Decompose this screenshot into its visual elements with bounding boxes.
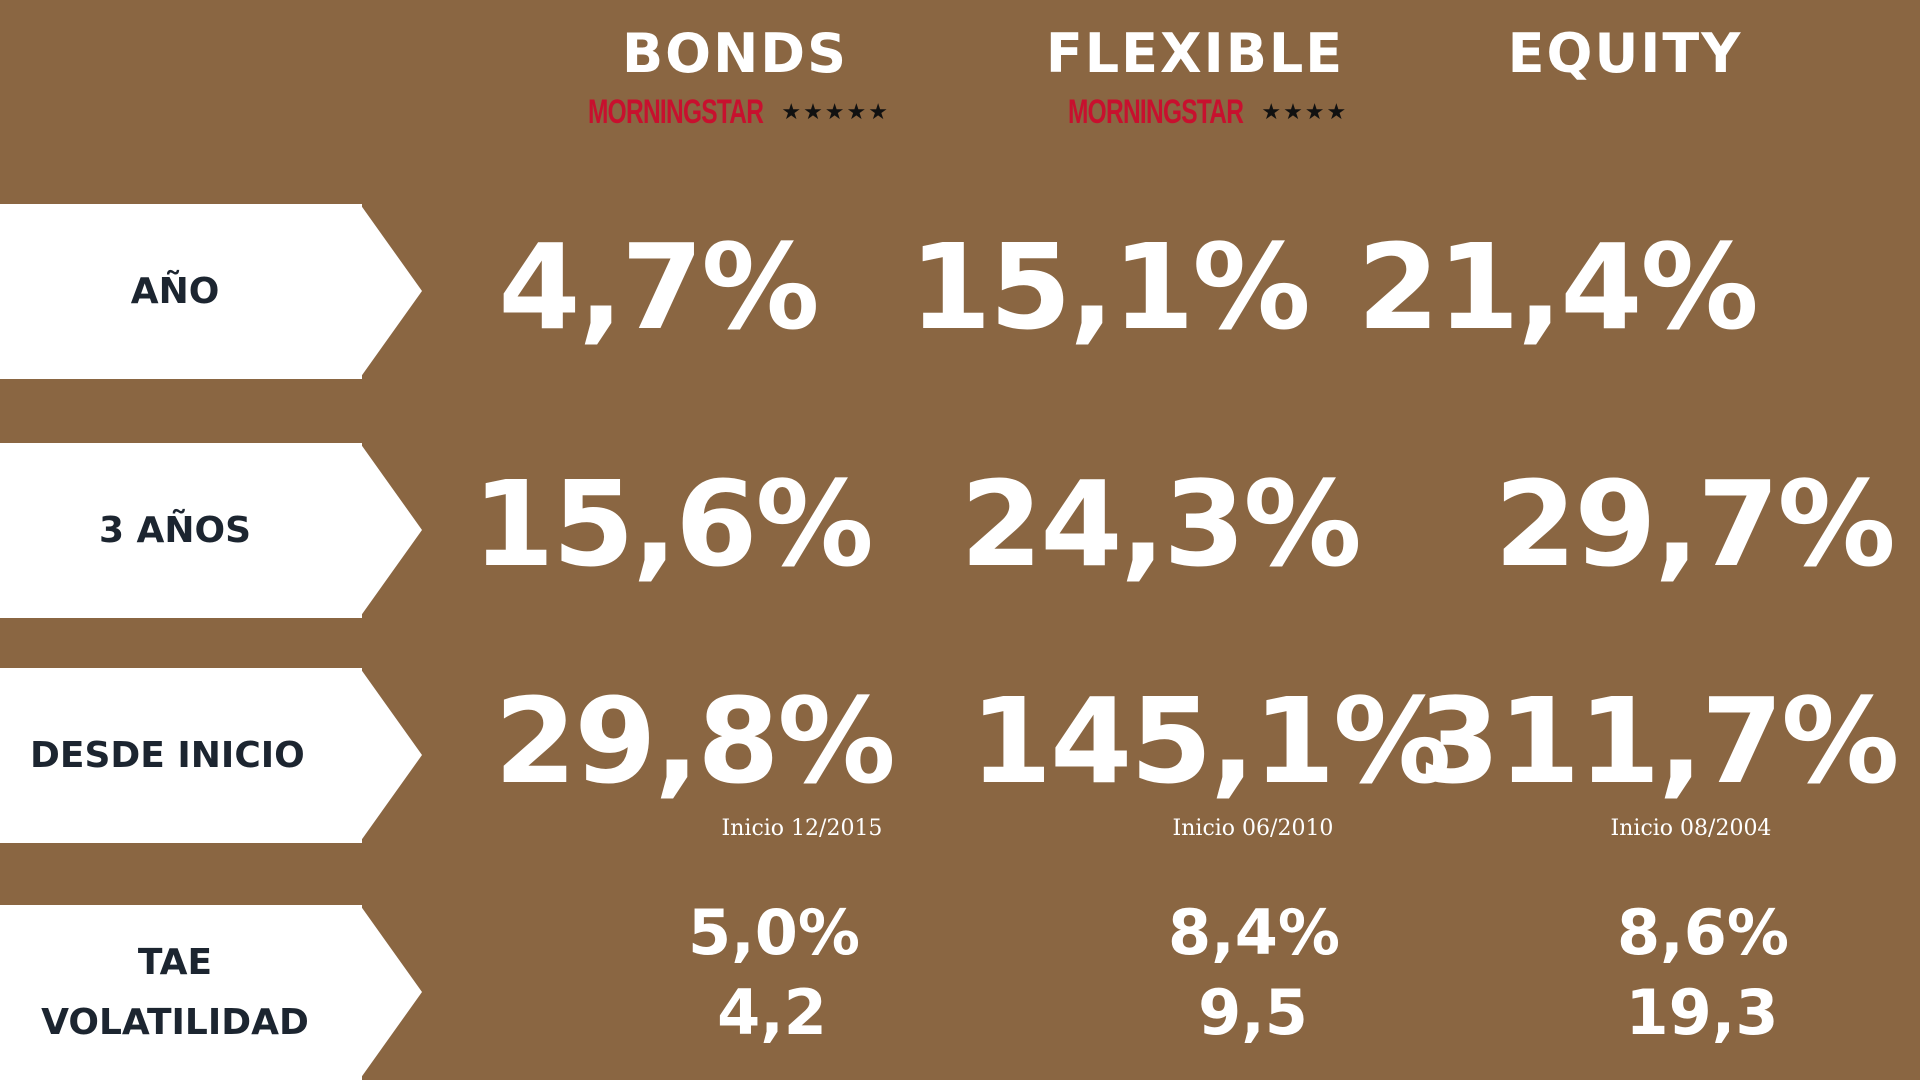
flexible-morningstar-rating: MORNINGSTAR ★★★★ xyxy=(1068,92,1348,132)
volatilidad-equity: 19,3 xyxy=(1625,976,1779,1049)
column-title-bonds: BONDS xyxy=(622,22,848,85)
volatilidad-bonds: 4,2 xyxy=(717,976,827,1049)
row-label-tae-volatilidad: TAE VOLATILIDAD xyxy=(0,905,422,1080)
value-inicio-bonds: 29,8% xyxy=(494,672,895,810)
flexible-rating-stars: ★★★★ xyxy=(1261,99,1349,125)
label-volatilidad: VOLATILIDAD xyxy=(41,1001,309,1043)
row-label-ano: AÑO xyxy=(0,204,422,379)
value-3anos-flexible: 24,3% xyxy=(960,455,1361,593)
value-inicio-equity: 311,7% xyxy=(1418,672,1899,810)
row-label-desde-inicio: DESDE INICIO xyxy=(0,668,422,843)
row-label-3-anos: 3 AÑOS xyxy=(0,443,422,618)
note-inicio-flexible: Inicio 06/2010 xyxy=(1172,816,1334,841)
column-title-flexible: FLEXIBLE xyxy=(1045,22,1345,85)
label-tae: TAE xyxy=(137,941,213,983)
morningstar-logo: MORNINGSTAR xyxy=(1068,92,1244,131)
value-inicio-flexible: 145,1% xyxy=(970,672,1451,810)
tae-flexible: 8,4% xyxy=(1168,896,1340,969)
volatilidad-flexible: 9,5 xyxy=(1198,976,1308,1049)
tae-bonds: 5,0% xyxy=(688,896,860,969)
value-3anos-equity: 29,7% xyxy=(1494,455,1895,593)
column-title-equity: EQUITY xyxy=(1507,22,1743,85)
note-inicio-bonds: Inicio 12/2015 xyxy=(721,816,883,841)
value-ano-flexible: 15,1% xyxy=(909,218,1310,356)
bonds-morningstar-rating: MORNINGSTAR ★★★★★ xyxy=(588,92,890,132)
value-ano-bonds: 4,7% xyxy=(498,218,819,356)
bonds-rating-stars: ★★★★★ xyxy=(781,99,890,125)
morningstar-logo: MORNINGSTAR xyxy=(588,92,764,131)
tae-equity: 8,6% xyxy=(1617,896,1789,969)
note-inicio-equity: Inicio 08/2004 xyxy=(1610,816,1772,841)
value-3anos-bonds: 15,6% xyxy=(472,455,873,593)
value-ano-equity: 21,4% xyxy=(1357,218,1758,356)
